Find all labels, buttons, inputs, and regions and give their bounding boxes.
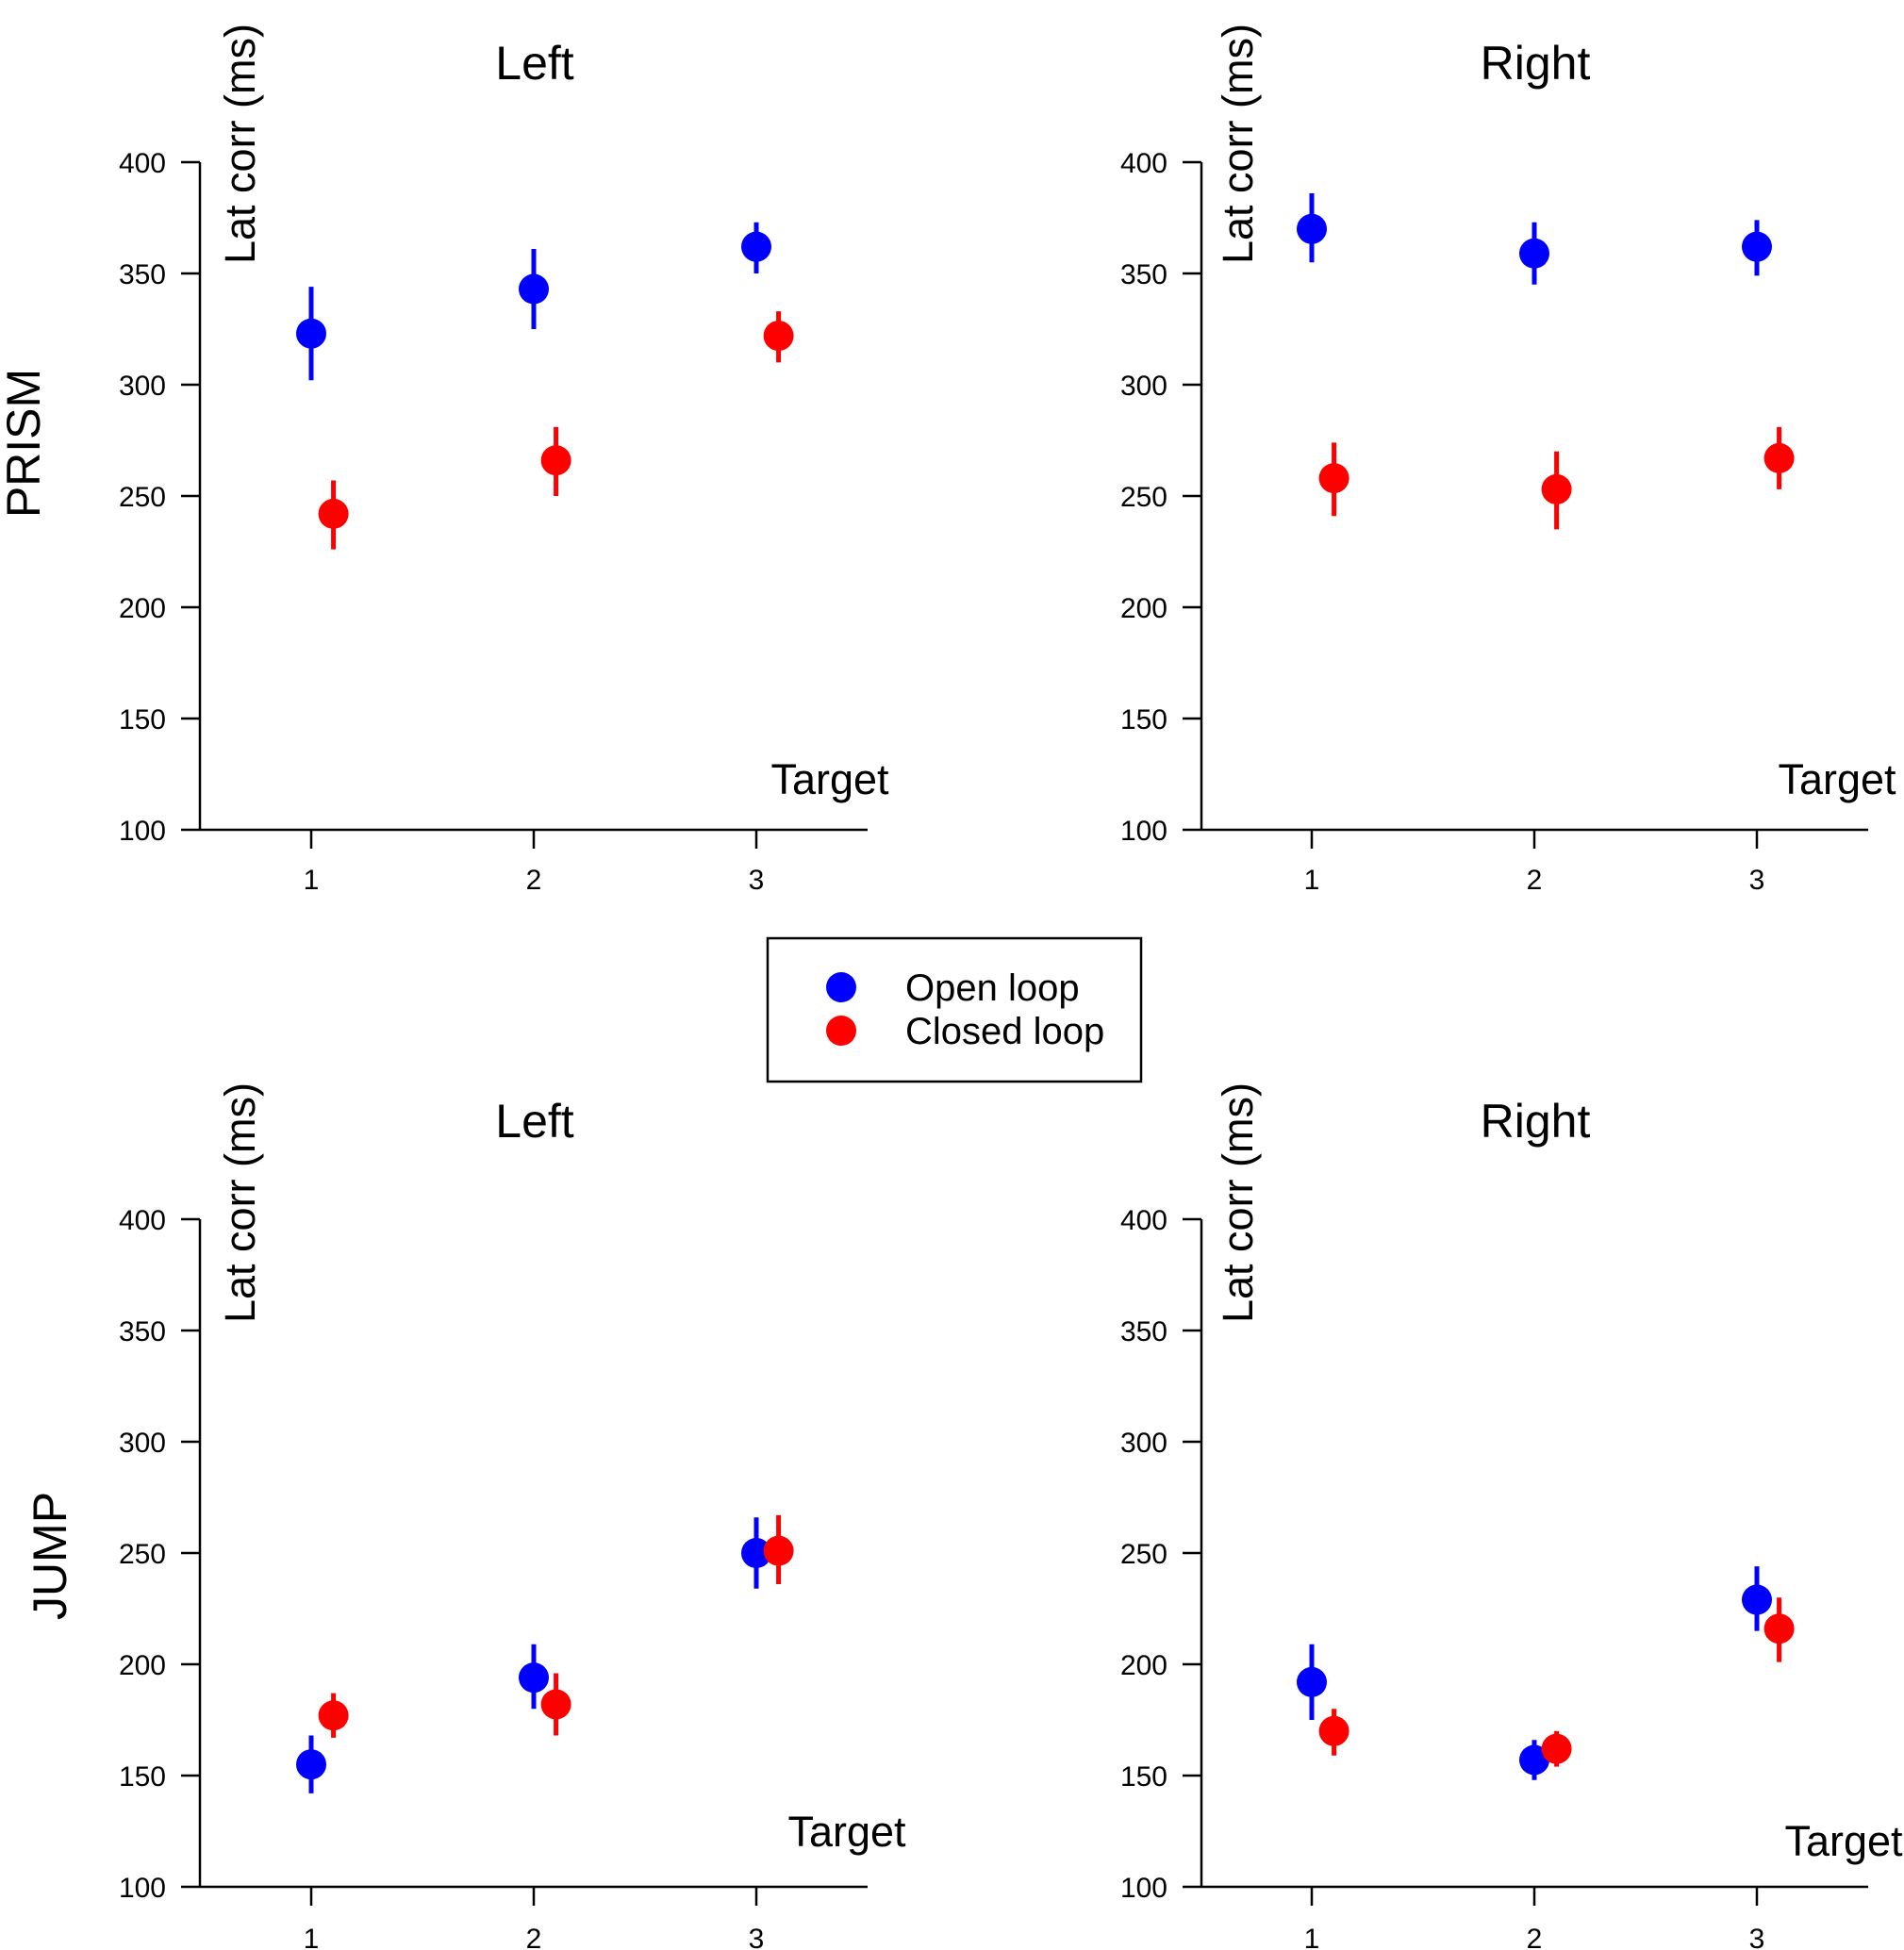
x-tick-label: 2 — [526, 1924, 542, 1950]
x-tick-label: 2 — [1527, 865, 1543, 896]
data-point — [519, 273, 549, 305]
panel-title: Left — [495, 37, 574, 90]
data-point — [1297, 1666, 1327, 1697]
y-tick-label: 250 — [119, 1539, 166, 1570]
y-tick-label: 100 — [1120, 816, 1167, 847]
data-point — [1318, 463, 1349, 494]
y-tick-label: 100 — [119, 1873, 166, 1904]
x-axis-label: Target — [1784, 1817, 1903, 1865]
y-tick-label: 150 — [119, 704, 166, 735]
series-closed-loop — [318, 1514, 794, 1738]
y-tick-label: 200 — [119, 593, 166, 624]
x-tick-label: 3 — [749, 1924, 765, 1950]
y-tick-label: 400 — [119, 1205, 166, 1236]
y-tick-label: 300 — [1120, 1428, 1167, 1459]
series-open-loop — [1297, 1566, 1772, 1780]
x-axis-label: Target — [1778, 755, 1896, 803]
data-point — [1742, 1584, 1772, 1615]
row-label-jump: JUMP — [24, 1492, 76, 1620]
y-axis-label: Lat corr (ms) — [1214, 24, 1262, 264]
data-point — [1541, 473, 1572, 504]
data-point — [540, 445, 571, 476]
data-point — [1519, 238, 1549, 269]
y-tick-label: 350 — [1120, 259, 1167, 290]
data-point — [296, 318, 326, 349]
row-label-prism: PRISM — [0, 369, 50, 518]
y-tick-label: 200 — [1120, 1650, 1167, 1681]
x-tick-label: 1 — [304, 1924, 320, 1950]
series-closed-loop — [318, 311, 794, 550]
series-open-loop — [296, 1517, 771, 1793]
data-point — [1318, 1715, 1349, 1746]
panel-title: Right — [1481, 37, 1591, 90]
y-tick-label: 200 — [1120, 593, 1167, 624]
y-tick-label: 350 — [119, 1316, 166, 1347]
panel-jump-left: 100 150 200 250 300 350 400 1 2 3 Left Lat corr (ms… — [119, 1082, 906, 1950]
y-tick-label: 400 — [1120, 1205, 1167, 1236]
data-point — [1519, 1744, 1549, 1776]
data-point — [763, 321, 794, 352]
data-point — [741, 1538, 771, 1568]
series-closed-loop — [1318, 426, 1795, 530]
data-point — [763, 1535, 794, 1566]
panel-title: Right — [1481, 1095, 1591, 1148]
y-axis-label: Lat corr (ms) — [216, 24, 264, 264]
panel-prism-left: 100 150 200 250 300 350 400 1 2 3 Left Lat corr (ms… — [119, 24, 889, 896]
y-tick-label: 300 — [1120, 371, 1167, 402]
x-tick-label: 1 — [1304, 1924, 1320, 1950]
legend-marker-closed-loop — [826, 1016, 856, 1046]
y-tick-label: 150 — [119, 1761, 166, 1793]
y-tick-label: 100 — [1120, 1873, 1167, 1904]
series-closed-loop — [1318, 1597, 1795, 1767]
y-tick-label: 150 — [1120, 704, 1167, 735]
data-point — [1763, 1613, 1795, 1644]
legend-label-closed-loop: Closed loop — [905, 1011, 1104, 1052]
legend-marker-open-loop — [826, 972, 856, 1002]
y-tick-label: 300 — [119, 1428, 166, 1459]
y-tick-label: 300 — [119, 371, 166, 402]
panel-title: Left — [495, 1095, 574, 1148]
x-axis-label: Target — [787, 1808, 906, 1856]
legend-label-open-loop: Open loop — [905, 967, 1080, 1009]
x-tick-label: 2 — [526, 865, 542, 896]
panel-jump-right: 100 150 200 250 300 350 400 1 2 3 Right Lat corr (m… — [1120, 1082, 1903, 1950]
data-point — [318, 498, 349, 529]
series-open-loop — [296, 222, 771, 381]
data-point — [296, 1749, 326, 1780]
y-tick-label: 250 — [119, 482, 166, 513]
x-tick-label: 1 — [1304, 865, 1320, 896]
x-tick-label: 1 — [304, 865, 320, 896]
legend-box — [766, 936, 1143, 1083]
x-tick-label: 2 — [1527, 1924, 1543, 1950]
data-point — [1541, 1733, 1572, 1764]
x-tick-label: 3 — [749, 865, 765, 896]
data-point — [318, 1700, 349, 1731]
x-axis-label: Target — [770, 755, 889, 803]
y-tick-label: 250 — [1120, 482, 1167, 513]
data-point — [519, 1662, 549, 1694]
data-point — [1742, 231, 1772, 262]
x-tick-label: 3 — [1749, 1924, 1765, 1950]
panel-prism-right: 100 150 200 250 300 350 400 1 2 3 Right Lat corr (m… — [1120, 24, 1896, 896]
data-point — [540, 1689, 571, 1720]
y-tick-label: 350 — [119, 259, 166, 290]
y-axis-label: Lat corr (ms) — [1214, 1082, 1262, 1323]
data-point — [741, 231, 771, 262]
y-tick-label: 200 — [119, 1650, 166, 1681]
y-axis-label: Lat corr (ms) — [216, 1082, 264, 1323]
y-tick-label: 350 — [1120, 1316, 1167, 1347]
legend: Open loop Closed loop — [766, 936, 1143, 1083]
y-tick-label: 400 — [1120, 148, 1167, 179]
data-point — [1763, 442, 1795, 473]
y-tick-label: 100 — [119, 816, 166, 847]
y-tick-label: 150 — [1120, 1761, 1167, 1793]
y-tick-label: 400 — [119, 148, 166, 179]
series-open-loop — [1297, 193, 1772, 285]
x-tick-label: 3 — [1749, 865, 1765, 896]
y-tick-label: 250 — [1120, 1539, 1167, 1570]
data-point — [1297, 213, 1327, 244]
